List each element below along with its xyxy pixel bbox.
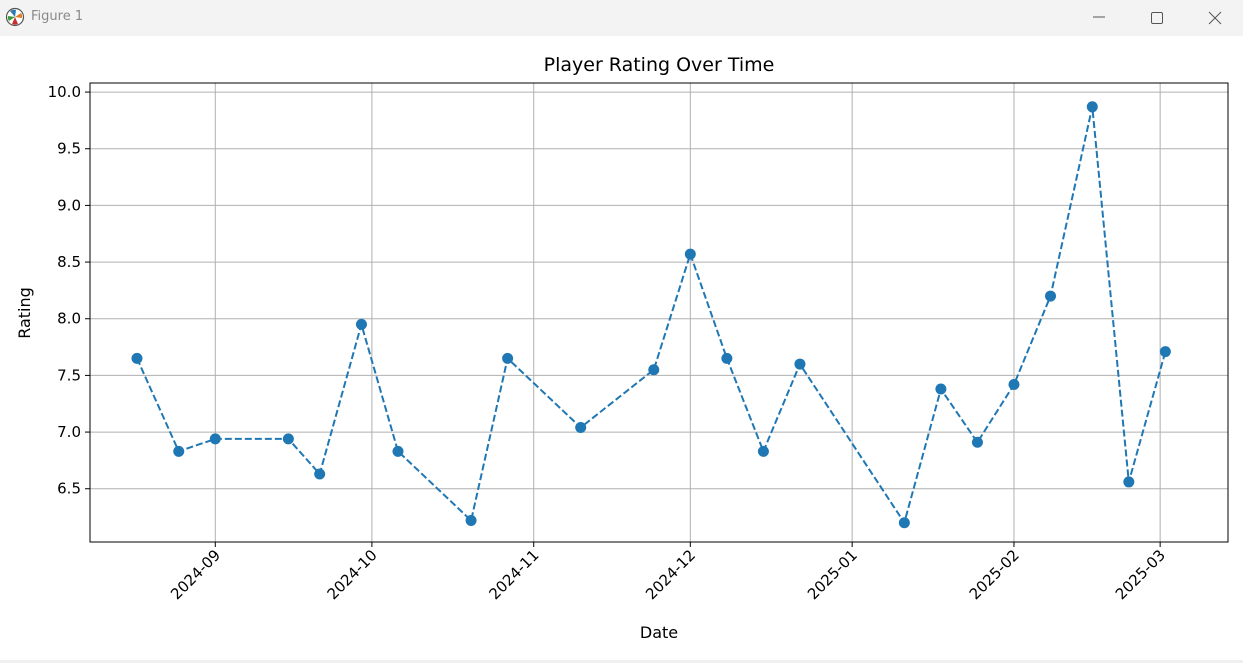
data-point — [575, 422, 587, 434]
y-tick-label: 6.5 — [57, 480, 81, 498]
data-point — [355, 318, 367, 330]
data-point — [648, 364, 660, 376]
y-tick-label: 10.0 — [48, 83, 81, 101]
y-tick-label: 7.5 — [57, 366, 81, 384]
data-point — [935, 383, 947, 395]
data-point — [898, 517, 910, 529]
chart-title: Player Rating Over Time — [544, 54, 775, 76]
x-tick-label: 2025-02 — [966, 546, 1023, 603]
data-point — [173, 445, 185, 457]
rating-series-line — [136, 106, 1167, 526]
x-tick-label: 2025-01 — [804, 546, 861, 603]
y-tick-label: 9.5 — [57, 140, 81, 158]
data-point — [209, 433, 221, 445]
data-point — [131, 352, 143, 364]
line-chart: 2024-09 2024-10 2024-11 2024-12 2025-01 2025-… — [15, 54, 1229, 642]
plot-area — [90, 83, 1228, 542]
maximize-icon — [1151, 12, 1163, 24]
data-point — [794, 358, 806, 370]
x-tick-label: 2024-12 — [642, 546, 699, 603]
y-axis-label: Rating — [15, 287, 34, 339]
y-tick-label: 9.0 — [57, 196, 81, 214]
x-tick-label: 2025-03 — [1112, 546, 1169, 603]
minimize-button[interactable] — [1070, 0, 1128, 36]
data-point — [282, 433, 294, 445]
close-button[interactable] — [1186, 0, 1243, 36]
data-point — [465, 514, 477, 526]
y-tick-label: 8.0 — [57, 310, 81, 328]
matplotlib-figure-icon — [5, 7, 25, 27]
minimize-icon — [1093, 16, 1105, 18]
data-point — [757, 445, 769, 457]
y-tick-label: 7.0 — [57, 423, 81, 441]
data-point — [721, 352, 733, 364]
data-point — [684, 248, 696, 260]
x-tick-label: 2024-11 — [485, 546, 542, 603]
data-point — [314, 468, 326, 480]
data-point — [1008, 378, 1020, 390]
axes-frame — [89, 82, 1229, 543]
series — [131, 101, 1171, 529]
window-title: Figure 1 — [31, 9, 84, 24]
data-point — [1086, 101, 1098, 113]
x-tick-label: 2024-09 — [167, 546, 224, 603]
data-point — [392, 445, 404, 457]
grid — [90, 83, 1228, 542]
figure-canvas: 2024-09 2024-10 2024-11 2024-12 2025-01 2025-… — [0, 36, 1243, 660]
close-icon — [1208, 11, 1222, 25]
data-point — [971, 436, 983, 448]
maximize-button[interactable] — [1128, 0, 1186, 36]
data-point — [1123, 476, 1135, 488]
window-bottom-edge — [0, 660, 1243, 663]
y-tick-label: 8.5 — [57, 253, 81, 271]
x-tick-label: 2024-10 — [324, 546, 381, 603]
data-point — [1159, 346, 1171, 358]
x-axis-label: Date — [640, 623, 678, 642]
data-point — [502, 352, 514, 364]
window-titlebar: Figure 1 — [0, 0, 1243, 36]
data-point — [1045, 290, 1057, 302]
